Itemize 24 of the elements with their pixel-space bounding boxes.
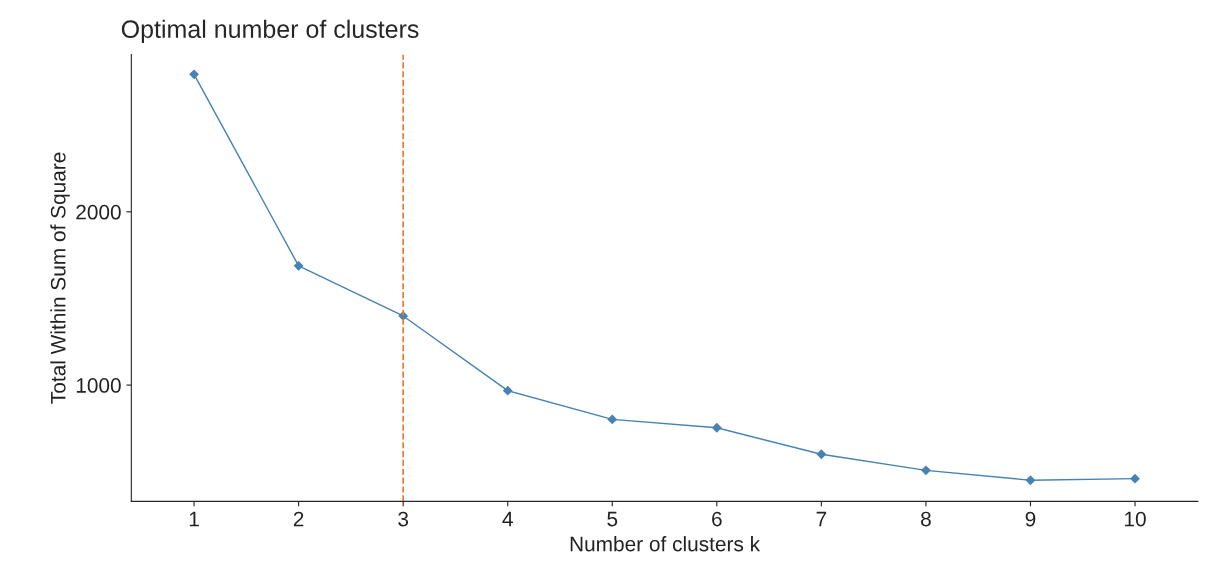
point — [816, 449, 827, 460]
point — [502, 385, 513, 396]
point — [293, 260, 304, 271]
point — [1130, 473, 1140, 484]
point — [189, 69, 199, 80]
x-tick-label: 6 — [712, 511, 722, 527]
point — [921, 465, 931, 476]
point — [607, 414, 618, 425]
x-tick-label: 3 — [398, 511, 409, 527]
x-tick-label: 9 — [1025, 511, 1036, 527]
chart-title: Optimal number of clusters — [121, 19, 419, 43]
x-tick-label: 2 — [293, 511, 304, 527]
x-tick-label: 10 — [1125, 511, 1146, 527]
y-tick-label: 2000 — [76, 204, 121, 220]
point — [1025, 475, 1036, 486]
x-tick-label: 4 — [502, 511, 513, 527]
x-tick-label: 1 — [189, 511, 199, 527]
y-tick-label: 1000 — [76, 378, 121, 393]
x-axis-title: Number of clusters k — [570, 536, 761, 552]
x-tick-label: 8 — [921, 511, 931, 527]
x-tick-label: 5 — [607, 511, 618, 527]
x-tick-label: 7 — [816, 511, 827, 527]
point — [711, 422, 722, 433]
y-axis-title: Total Within Sum of Square — [50, 152, 70, 404]
